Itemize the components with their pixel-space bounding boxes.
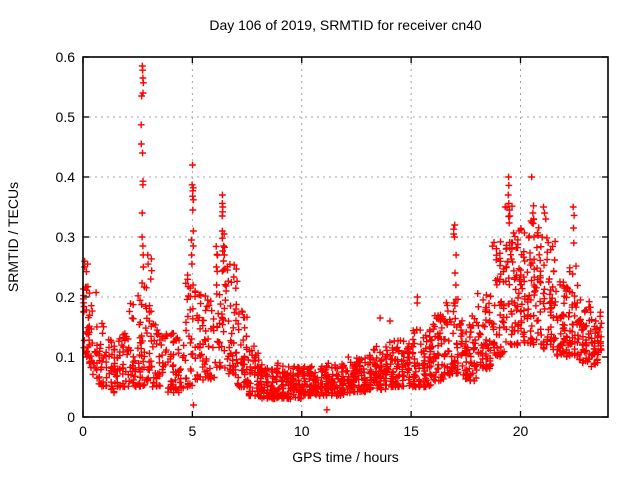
- y-tick-label: 0: [67, 409, 75, 425]
- y-tick-label: 0.1: [56, 349, 76, 365]
- y-tick-labels: 0 0.1 0.2 0.3 0.4 0.5 0.6: [56, 49, 76, 425]
- plot-border: [82, 56, 609, 418]
- x-axis-label: GPS time / hours: [292, 449, 399, 465]
- chart-title: Day 106 of 2019, SRMTID for receiver cn4…: [209, 17, 482, 33]
- x-tick-label: 10: [294, 423, 310, 439]
- y-tick-label: 0.5: [56, 109, 76, 125]
- y-tick-label: 0.2: [56, 289, 76, 305]
- x-tick-label: 5: [188, 423, 196, 439]
- y-tick-label: 0.6: [56, 49, 76, 65]
- y-tick-label: 0.4: [56, 169, 76, 185]
- x-tick-label: 0: [79, 423, 87, 439]
- x-tick-label: 20: [513, 423, 529, 439]
- y-axis-label: SRMTID / TECUs: [5, 182, 21, 292]
- x-tick-labels: 0 5 10 15 20: [79, 423, 528, 439]
- y-tick-label: 0.3: [56, 229, 76, 245]
- x-tick-label: 15: [403, 423, 419, 439]
- scatter-points: [79, 62, 605, 414]
